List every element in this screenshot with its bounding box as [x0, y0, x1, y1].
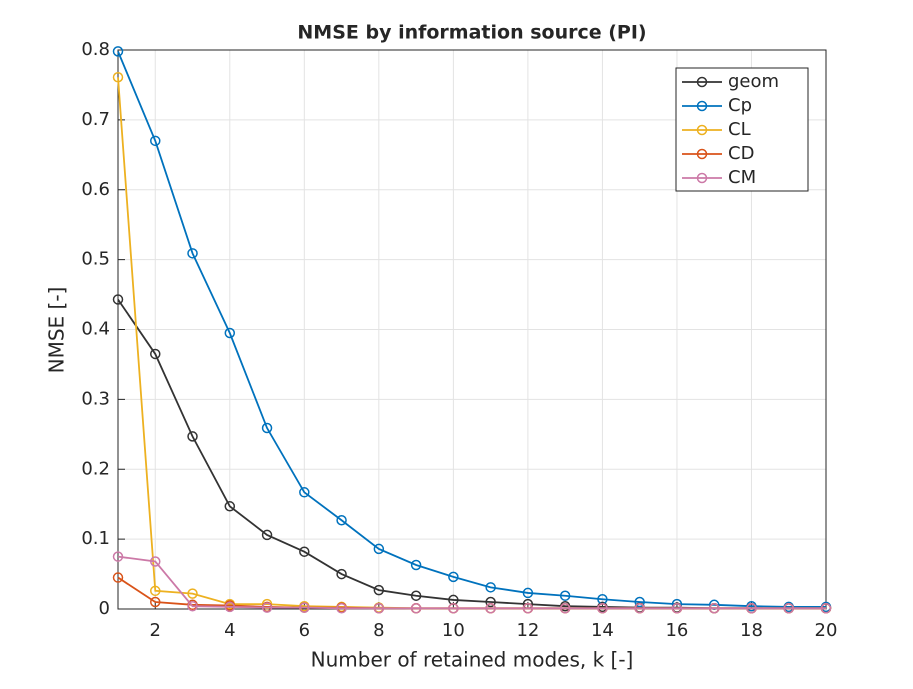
x-tick-label: 8	[373, 620, 384, 641]
data-point	[187, 431, 198, 442]
x-tick-label: 16	[665, 620, 688, 641]
data-point	[150, 585, 161, 597]
legend-marker	[696, 172, 708, 184]
data-point	[373, 603, 385, 614]
data-point	[261, 602, 273, 613]
data-point	[448, 571, 459, 583]
x-tick-label: 14	[591, 620, 614, 641]
data-point	[336, 515, 347, 526]
data-point	[559, 590, 571, 601]
series-line	[117, 555, 826, 610]
data-point	[597, 603, 608, 614]
data-point	[299, 487, 310, 498]
x-tick-label: 12	[516, 620, 539, 641]
x-axis-label: Number of retained modes, k [-]	[311, 648, 634, 672]
legend-label: CM	[728, 167, 756, 188]
data-point	[112, 72, 124, 83]
legend-marker	[696, 76, 708, 88]
data-point	[261, 422, 273, 434]
data-point	[336, 603, 347, 614]
data-point	[187, 248, 198, 259]
data-point	[261, 598, 273, 610]
data-point	[224, 601, 236, 613]
y-tick-label: 0.6	[81, 179, 110, 200]
data-point	[112, 294, 124, 305]
legend-marker	[696, 100, 708, 112]
data-point	[336, 568, 347, 580]
chart-title: NMSE by information source (PI)	[297, 22, 646, 44]
x-tick-label: 10	[442, 620, 465, 641]
data-point	[410, 590, 422, 601]
data-point	[150, 596, 161, 608]
x-tick-label: 6	[299, 620, 310, 641]
data-point	[299, 602, 310, 613]
data-point	[299, 546, 310, 557]
data-point	[187, 588, 198, 599]
data-point	[485, 596, 496, 608]
y-tick-label: 0.2	[81, 458, 110, 479]
data-point	[373, 543, 385, 555]
data-point	[112, 551, 124, 562]
data-point	[820, 603, 832, 614]
data-point	[150, 135, 161, 147]
data-point	[634, 596, 645, 608]
data-point	[522, 587, 534, 599]
data-point	[150, 348, 161, 360]
y-tick-label: 0	[99, 598, 110, 619]
data-point	[671, 603, 683, 614]
y-tick-label: 0.1	[81, 528, 110, 549]
x-tick-label: 2	[150, 620, 161, 641]
x-tick-label: 18	[740, 620, 763, 641]
legend-label: geom	[728, 71, 779, 92]
data-point	[485, 603, 496, 614]
data-point	[559, 603, 571, 614]
data-point	[112, 46, 124, 57]
data-point	[746, 603, 757, 614]
data-point	[112, 572, 124, 583]
data-point	[448, 603, 459, 614]
y-tick-label: 0.7	[81, 109, 110, 130]
y-axis-label: NMSE [-]	[45, 287, 69, 374]
data-point	[708, 603, 720, 614]
y-tick-label: 0.8	[81, 39, 110, 60]
data-point	[224, 327, 236, 339]
legend-label: Cp	[728, 95, 752, 116]
x-tick-label: 4	[224, 620, 235, 641]
data-point	[410, 559, 422, 571]
y-tick-label: 0.5	[81, 249, 110, 270]
y-tick-label: 0.3	[81, 388, 110, 409]
data-point	[634, 603, 645, 614]
legend-marker	[696, 148, 708, 160]
y-tick-label: 0.4	[81, 319, 110, 340]
data-point	[187, 600, 198, 612]
data-point	[522, 603, 534, 614]
legend-label: CD	[728, 143, 754, 164]
data-point	[224, 501, 236, 512]
data-point	[261, 529, 273, 541]
data-point	[485, 582, 496, 593]
x-tick-label: 20	[815, 620, 838, 641]
data-point	[708, 599, 720, 611]
legend-marker	[696, 124, 708, 136]
data-point	[783, 603, 794, 614]
data-point	[150, 556, 161, 567]
legend-label: CL	[728, 119, 751, 140]
data-point	[410, 603, 422, 614]
series-line	[117, 51, 826, 608]
data-point	[373, 584, 385, 596]
